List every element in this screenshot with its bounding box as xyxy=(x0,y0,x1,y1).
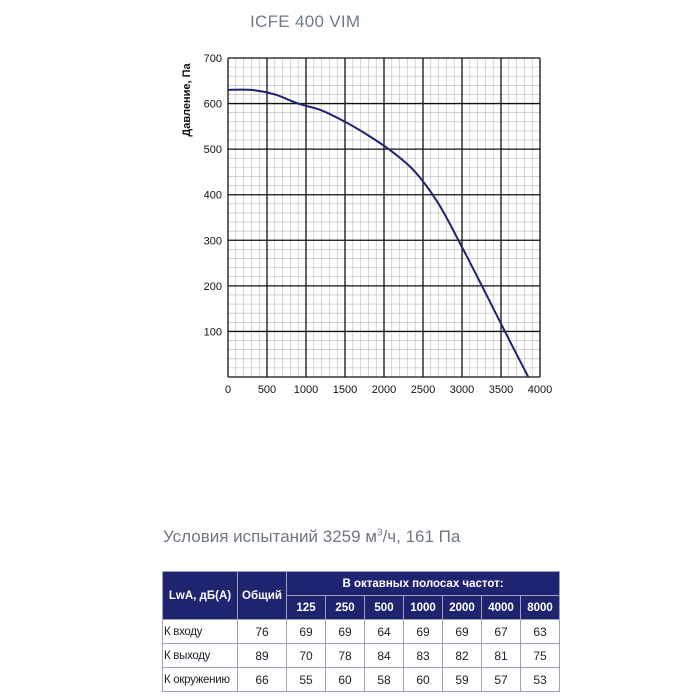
band-value: 69 xyxy=(325,619,365,644)
band-header-500: 500 xyxy=(364,595,404,620)
band-value: 57 xyxy=(481,667,521,692)
band-value: 67 xyxy=(481,619,521,644)
y-tick-label: 400 xyxy=(204,190,222,202)
band-header-2000: 2000 xyxy=(442,595,482,620)
x-tick-label: 1500 xyxy=(333,384,357,396)
y-tick-label: 300 xyxy=(204,235,222,247)
sound-power-table: LwA, дБ(А) Общий В октавных полосах част… xyxy=(162,571,560,692)
band-value: 58 xyxy=(364,667,404,692)
y-axis-label: Давление, Па xyxy=(181,63,193,137)
band-value: 60 xyxy=(403,667,443,692)
row-total: 76 xyxy=(237,619,287,644)
x-tick-label: 1000 xyxy=(294,384,318,396)
x-tick-label: 2500 xyxy=(411,384,435,396)
header-bands-title: В октавных полосах частот: xyxy=(286,571,560,596)
y-tick-label: 700 xyxy=(204,53,222,65)
band-value: 83 xyxy=(403,643,443,668)
y-tick-labels: 100 200 300 400 500 600 700 xyxy=(204,53,222,338)
chart-title: ICFE 400 VIM xyxy=(250,12,361,31)
series-curve xyxy=(227,88,530,378)
series-points xyxy=(227,89,529,378)
row-label: К выходу xyxy=(162,643,238,668)
y-tick-label: 600 xyxy=(204,99,222,111)
y-tick-label: 200 xyxy=(204,281,222,293)
band-value: 69 xyxy=(403,619,443,644)
band-value: 75 xyxy=(520,643,560,668)
band-value: 59 xyxy=(442,667,482,692)
band-value: 55 xyxy=(286,667,326,692)
table-row: К входу 76 69 69 64 69 69 67 63 xyxy=(162,619,560,644)
band-value: 82 xyxy=(442,643,482,668)
table-body: К входу 76 69 69 64 69 69 67 63 К выходу 89 70 78 84 8… xyxy=(162,619,560,692)
y-tick-label: 500 xyxy=(204,144,222,156)
x-tick-labels: 0 500 1000 1500 2000 2500 3000 3500 4000 xyxy=(225,384,552,396)
x-tick-label: 0 xyxy=(225,384,231,396)
conditions-suffix: /ч, 161 Па xyxy=(382,527,461,546)
band-header-4000: 4000 xyxy=(481,595,521,620)
header-lwa: LwA, дБ(А) xyxy=(162,571,238,620)
row-total: 89 xyxy=(237,643,287,668)
band-value: 84 xyxy=(364,643,404,668)
header-total: Общий xyxy=(237,571,287,620)
band-header-125: 125 xyxy=(286,595,326,620)
major-grid xyxy=(227,57,541,378)
row-total: 66 xyxy=(237,667,287,692)
band-value: 60 xyxy=(325,667,365,692)
pressure-flow-chart: 0 500 1000 1500 2000 2500 3000 3500 4000 100 200 3… xyxy=(181,53,552,396)
band-value: 53 xyxy=(520,667,560,692)
band-value: 69 xyxy=(442,619,482,644)
x-tick-label: 3500 xyxy=(489,384,513,396)
y-tick-label: 100 xyxy=(204,326,222,338)
test-conditions: Условия испытаний 3259 м3/ч, 161 Па xyxy=(163,527,460,547)
table-row: К окружению 66 55 60 58 60 59 57 53 xyxy=(162,667,560,692)
x-tick-label: 2000 xyxy=(372,384,396,396)
band-value: 63 xyxy=(520,619,560,644)
band-value: 78 xyxy=(325,643,365,668)
row-label: К входу xyxy=(162,619,238,644)
band-value: 81 xyxy=(481,643,521,668)
band-value: 69 xyxy=(286,619,326,644)
row-label: К окружению xyxy=(162,667,238,692)
band-header-250: 250 xyxy=(325,595,365,620)
x-tick-label: 500 xyxy=(258,384,276,396)
x-tick-label: 3000 xyxy=(450,384,474,396)
band-value: 64 xyxy=(364,619,404,644)
conditions-sup: 3 xyxy=(377,527,383,539)
band-header-row: 125 250 500 1000 2000 4000 8000 xyxy=(163,595,560,620)
band-header-1000: 1000 xyxy=(403,595,443,620)
table-row: К выходу 89 70 78 84 83 82 81 75 xyxy=(162,643,560,668)
conditions-prefix: Условия испытаний 3259 м xyxy=(163,527,377,546)
band-header-8000: 8000 xyxy=(520,595,560,620)
x-tick-label: 4000 xyxy=(528,384,552,396)
band-value: 70 xyxy=(286,643,326,668)
